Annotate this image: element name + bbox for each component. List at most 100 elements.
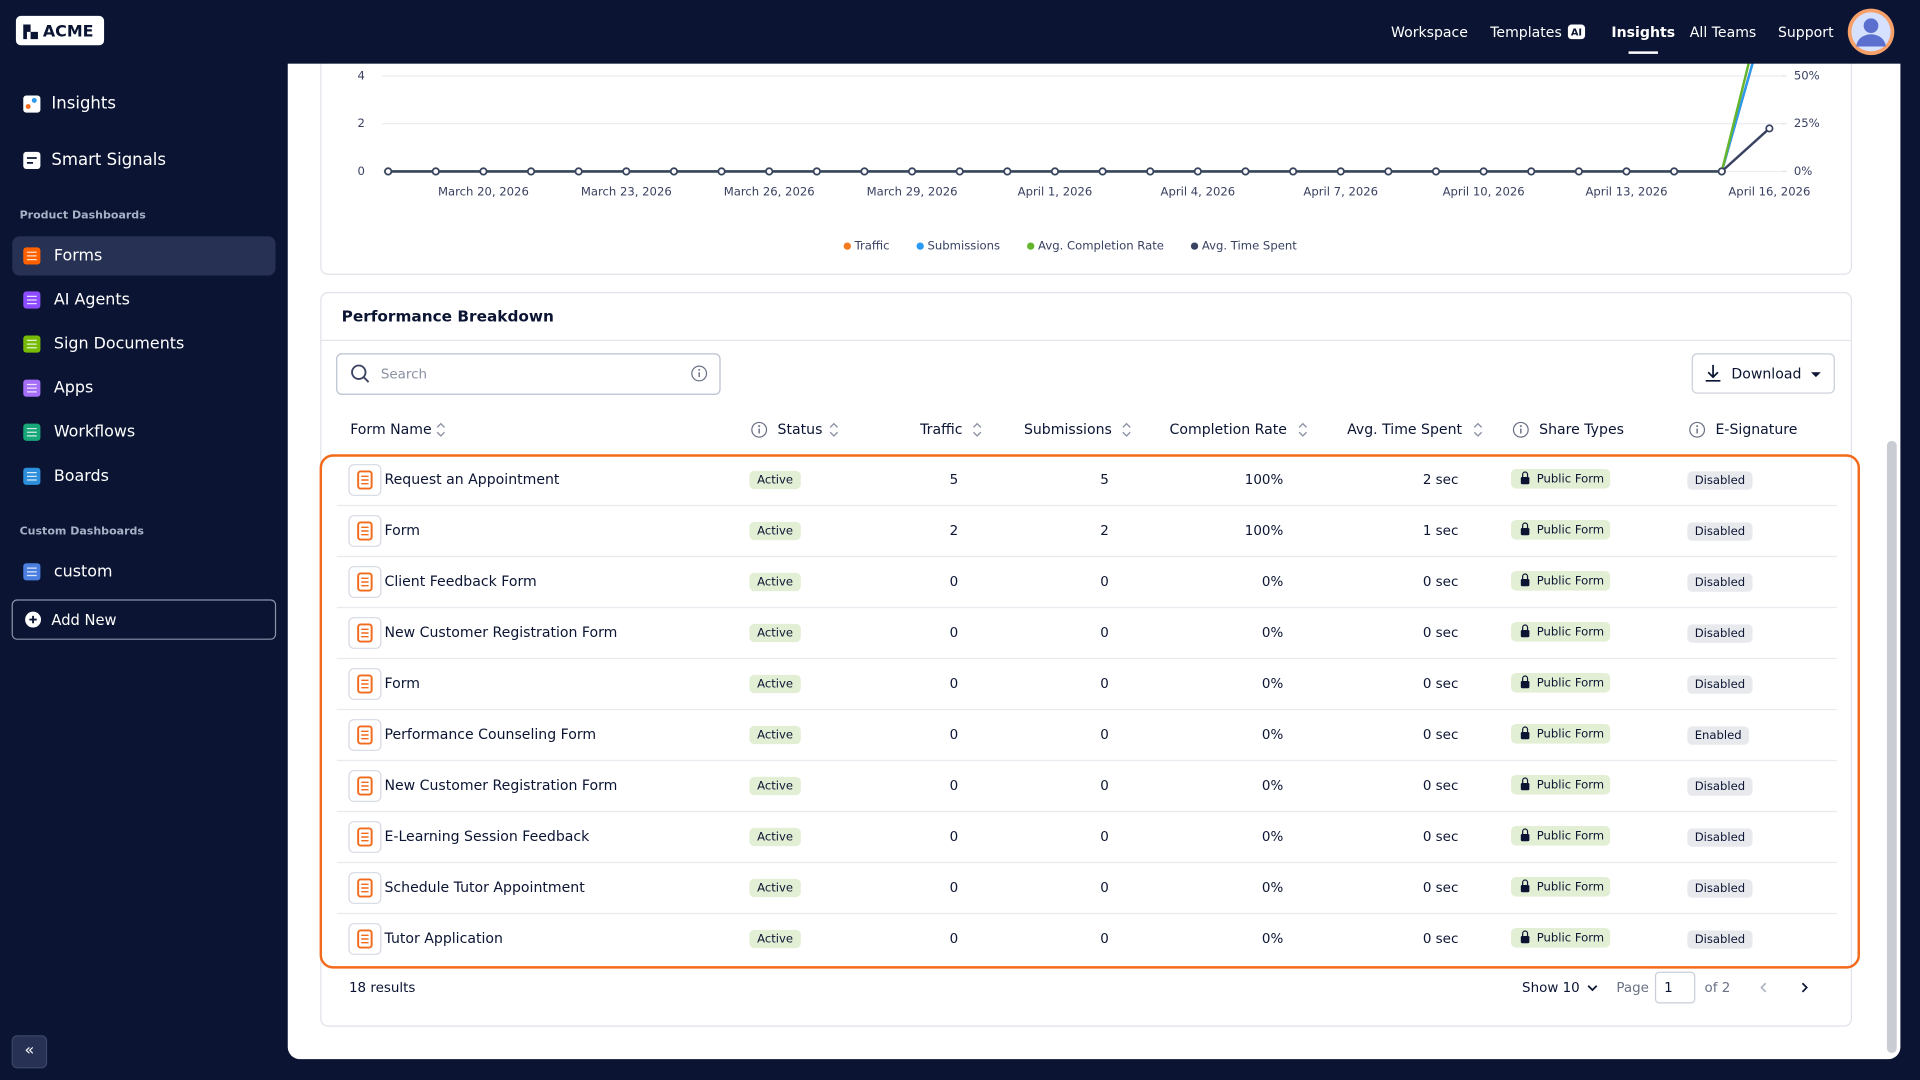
form-name[interactable]: Form <box>384 676 419 692</box>
nav-icon <box>26 383 37 393</box>
traffic: 5 <box>950 473 959 488</box>
form-name[interactable]: New Customer Registration Form <box>384 625 617 641</box>
nav-item[interactable]: custom <box>54 561 113 580</box>
share-badge <box>1511 519 1611 540</box>
search-input[interactable] <box>336 353 721 395</box>
traffic: 0 <box>950 932 959 947</box>
form-icon <box>357 878 373 898</box>
point <box>384 167 393 176</box>
legend-swatch <box>843 242 851 250</box>
form-name[interactable]: Client Feedback Form <box>384 574 536 590</box>
status-badge <box>749 827 801 847</box>
lock-icon <box>1522 879 1529 885</box>
top-nav-link[interactable]: Insights <box>1611 25 1675 41</box>
logo-mark <box>23 24 38 40</box>
status-label: Active <box>757 932 793 946</box>
legend-label: Avg. Completion Rate <box>1038 239 1164 253</box>
traffic: 0 <box>950 728 959 743</box>
sort-icon[interactable] <box>1473 422 1483 437</box>
top-nav-link[interactable]: Templates <box>1489 25 1562 41</box>
nav-icon <box>26 567 37 577</box>
completion-rate: 0% <box>1262 881 1284 896</box>
share-type: Public Form <box>1537 675 1604 689</box>
nav-item[interactable]: Apps <box>54 378 93 397</box>
form-name[interactable]: Form <box>384 523 419 539</box>
point <box>1336 167 1345 176</box>
form-icon <box>361 934 369 944</box>
x-tick-label: March 29, 2026 <box>867 185 958 199</box>
collapse-button[interactable] <box>11 1035 48 1069</box>
series-line <box>388 127 1771 173</box>
y2-tick-label: 0% <box>1794 164 1812 178</box>
status-badge <box>749 572 801 592</box>
nav-item[interactable]: Forms <box>54 245 102 264</box>
form-name[interactable]: New Customer Registration Form <box>384 778 617 794</box>
y-tick-label: 4 <box>357 68 364 82</box>
point <box>717 167 726 176</box>
chart: 0 2 4 0% 25% 50% March 20, 2026 March 23, 2026 M… <box>357 0 1820 253</box>
point <box>1765 124 1774 133</box>
nav-item[interactable]: Smart Signals <box>51 150 166 169</box>
page-size[interactable]: Show 10 <box>1522 981 1580 996</box>
status-label: Active <box>757 830 793 844</box>
avg-time: 2 sec <box>1423 473 1459 488</box>
nav-item[interactable]: Boards <box>54 466 109 485</box>
x-tick-label: April 1, 2026 <box>1018 185 1093 199</box>
form-name[interactable]: Schedule Tutor Appointment <box>384 880 585 896</box>
form-name[interactable]: Performance Counseling Form <box>384 727 596 743</box>
scrollbar <box>1886 440 1897 1054</box>
status-badge <box>749 674 801 694</box>
form-icon <box>357 929 373 949</box>
form-icon <box>357 623 373 643</box>
nav-item[interactable]: Insights <box>51 94 116 113</box>
top-nav-link[interactable]: All Teams <box>1690 25 1756 41</box>
status-badge <box>749 470 801 490</box>
page-input[interactable] <box>1654 971 1696 1004</box>
lock-icon <box>1522 471 1529 477</box>
nav-item[interactable]: Workflows <box>54 422 135 441</box>
prev-page[interactable] <box>1760 982 1767 993</box>
legend: Traffic Submissions Avg. Completion Rate Av… <box>843 239 1297 253</box>
table-card <box>320 292 1853 1027</box>
form-name[interactable]: E-Learning Session Feedback <box>384 829 590 845</box>
share-type: Public Form <box>1537 879 1604 893</box>
top-nav-link[interactable]: Workspace <box>1391 25 1468 41</box>
lock-icon <box>1520 527 1530 536</box>
avatar <box>1856 34 1886 47</box>
nav-icon <box>26 251 37 261</box>
status-badge <box>749 929 801 949</box>
highlight <box>319 454 1860 969</box>
traffic: 0 <box>950 779 959 794</box>
nav-item[interactable]: AI Agents <box>54 290 130 309</box>
x-tick-label: April 16, 2026 <box>1728 185 1810 199</box>
download-button[interactable] <box>1691 353 1835 394</box>
next-page[interactable] <box>1801 982 1808 993</box>
nav-icon <box>23 95 41 113</box>
point <box>1574 167 1583 176</box>
point <box>1289 167 1298 176</box>
sort-icon[interactable] <box>436 422 445 437</box>
sort-icon[interactable] <box>1122 422 1131 437</box>
nav-icon <box>26 157 37 164</box>
add-new-button[interactable] <box>11 599 277 640</box>
top-nav-link[interactable]: Support <box>1778 25 1834 41</box>
point <box>860 167 869 176</box>
form-name[interactable]: Request an Appointment <box>384 472 559 488</box>
sort-icon[interactable] <box>972 422 982 437</box>
form-icon <box>357 521 373 541</box>
form-name[interactable]: Tutor Application <box>383 931 502 947</box>
point <box>908 167 917 176</box>
avg-time: 0 sec <box>1423 677 1459 692</box>
esign-status: Disabled <box>1695 932 1746 946</box>
esign-status: Disabled <box>1695 524 1746 538</box>
lock-icon <box>1522 573 1529 579</box>
lock-icon <box>1522 930 1529 936</box>
sort-icon[interactable] <box>829 422 839 437</box>
completion-rate: 0% <box>1262 677 1284 692</box>
legend-label: Submissions <box>928 239 1001 253</box>
sort-icon[interactable] <box>1298 422 1308 437</box>
nav-item[interactable]: Sign Documents <box>54 334 184 353</box>
share-badge <box>1511 570 1611 591</box>
esign-status: Disabled <box>1695 881 1746 895</box>
